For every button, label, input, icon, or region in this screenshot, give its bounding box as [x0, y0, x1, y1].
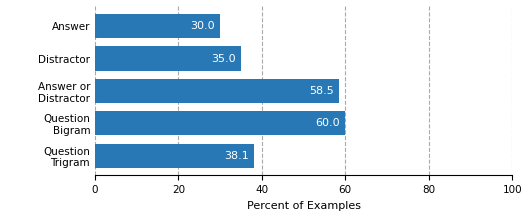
Text: 60.0: 60.0 — [316, 118, 341, 128]
Text: 35.0: 35.0 — [211, 54, 236, 64]
Bar — [95, 111, 345, 135]
Bar — [95, 14, 220, 38]
Bar — [95, 46, 241, 71]
Bar — [95, 144, 254, 168]
X-axis label: Percent of Examples: Percent of Examples — [247, 201, 361, 211]
Text: 30.0: 30.0 — [191, 21, 215, 31]
Text: 38.1: 38.1 — [224, 151, 249, 161]
Bar — [95, 79, 339, 103]
Text: 58.5: 58.5 — [309, 86, 334, 96]
